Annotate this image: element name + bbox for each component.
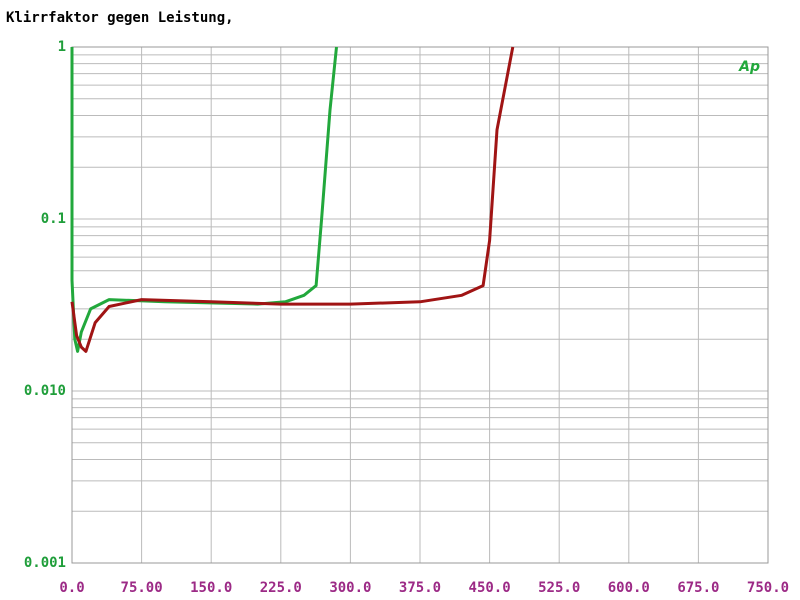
y-tick-label: 1 (58, 39, 66, 55)
x-tick-label: 150.0 (190, 580, 232, 596)
x-tick-label: 750.0 (747, 580, 789, 596)
x-tick-label: 225.0 (260, 580, 302, 596)
x-tick-label: 300.0 (329, 580, 371, 596)
x-tick-label: 375.0 (399, 580, 441, 596)
logo: Ap (738, 59, 760, 75)
y-tick-label: 0.001 (24, 555, 66, 571)
x-tick-label: 525.0 (538, 580, 580, 596)
chart-title: Klirrfaktor gegen Leistung, (6, 10, 234, 26)
x-tick-label: 675.0 (677, 580, 719, 596)
y-tick-label: 0.010 (24, 383, 66, 399)
series-line (70, 46, 515, 353)
x-tick-label: 0.0 (59, 580, 84, 596)
x-tick-label: 75.00 (121, 580, 163, 596)
x-tick-label: 450.0 (469, 580, 511, 596)
y-tick-label: 0.1 (41, 211, 66, 227)
x-tick-label: 600.0 (608, 580, 650, 596)
